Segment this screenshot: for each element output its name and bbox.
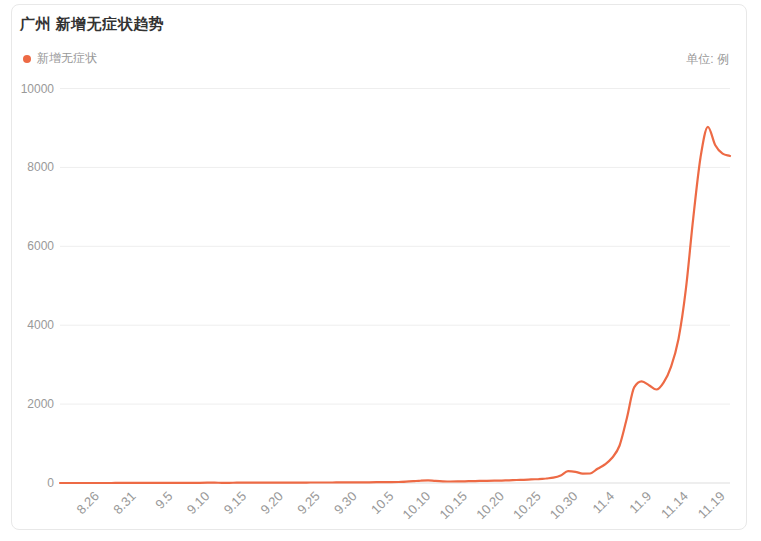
chart-svg: 0 2000 4000 6000 8000 10000 8.26 8.31 9.5 9.10 9.1…	[0, 0, 761, 541]
series-line	[60, 127, 730, 483]
x-axis-label: 9.10	[184, 489, 213, 518]
x-axis-label: 11.9	[626, 489, 654, 517]
x-axis-label: 10.10	[400, 489, 434, 523]
y-axis-label: 10000	[21, 82, 55, 96]
x-axis-label: 10.30	[547, 489, 581, 523]
x-axis-label: 10.20	[473, 489, 507, 523]
x-axis-label: 9.30	[331, 489, 360, 518]
y-axis-label: 0	[47, 476, 54, 490]
y-axis-label: 2000	[27, 397, 54, 411]
x-axis-label: 10.5	[368, 489, 397, 518]
x-axis-label: 9.25	[294, 489, 323, 518]
y-axis-label: 8000	[27, 160, 54, 174]
x-axis-label: 10.25	[510, 489, 544, 523]
x-axis-label: 8.31	[110, 489, 139, 518]
page: 广州 新增无症状趋势 新增无症状 单位: 例 02000400060008000…	[0, 0, 761, 541]
y-axis-label: 4000	[27, 318, 54, 332]
x-axis-label: 9.5	[152, 489, 175, 512]
x-axis-label: 10.15	[436, 489, 470, 523]
x-axis-label: 9.20	[257, 489, 286, 518]
y-axis-label: 6000	[27, 239, 54, 253]
x-axis-label: 11.19	[695, 489, 728, 522]
x-axis-label: 8.26	[73, 489, 102, 518]
x-axis-label: 11.4	[589, 489, 617, 517]
x-axis-label: 9.15	[221, 489, 250, 518]
x-axis-label: 11.14	[658, 489, 691, 522]
